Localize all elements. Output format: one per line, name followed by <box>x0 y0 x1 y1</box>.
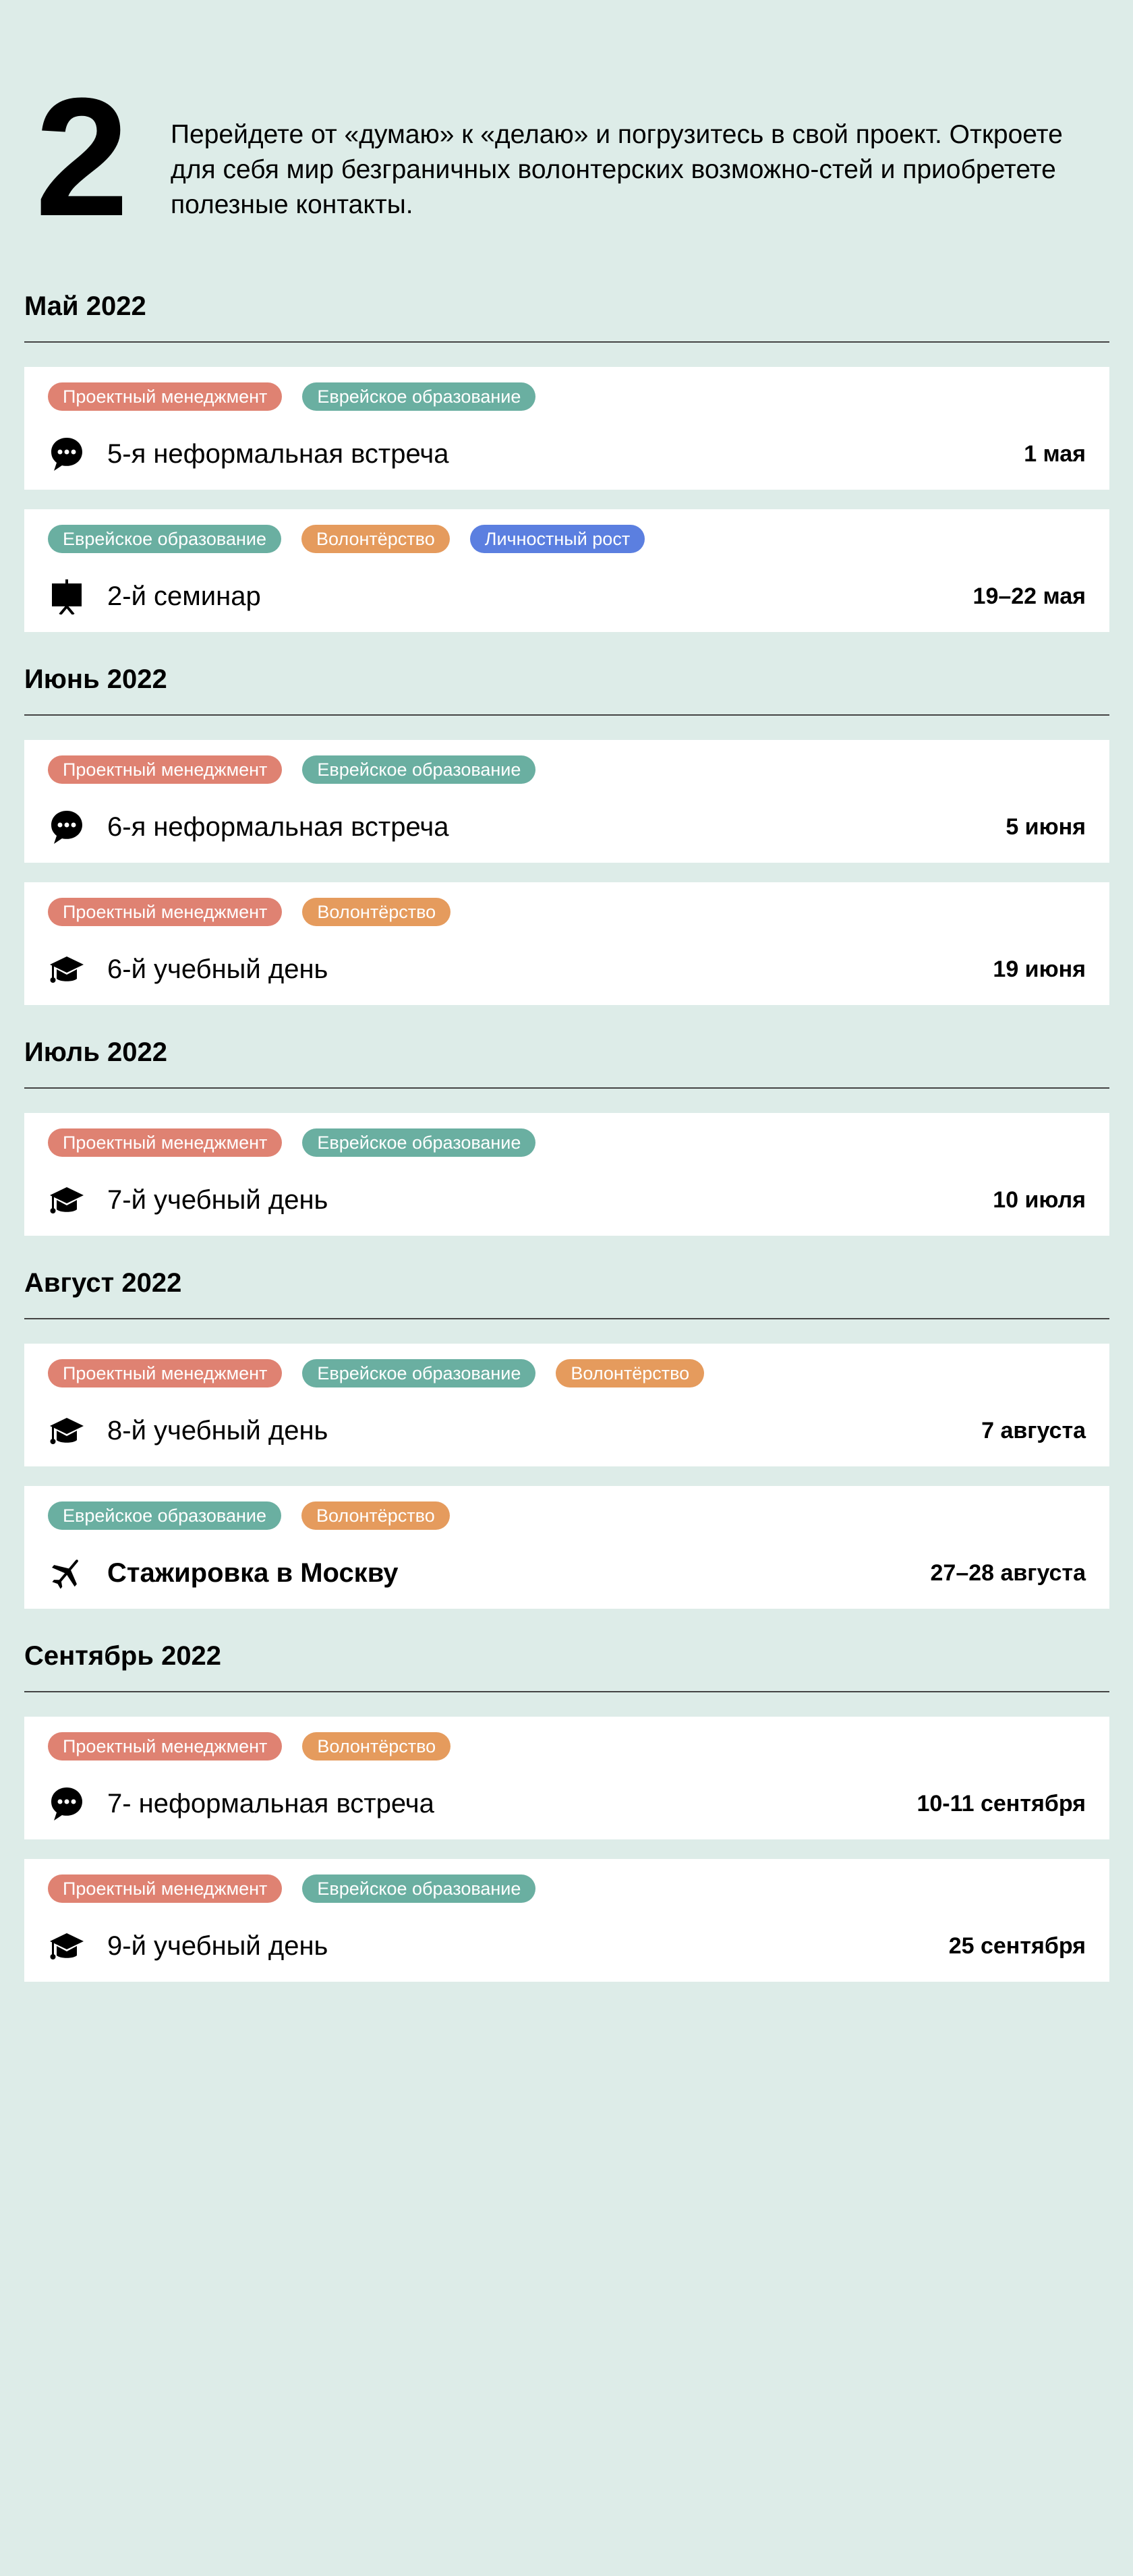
event-title: 8-й учебный день <box>107 1415 328 1446</box>
month-title: Июнь 2022 <box>24 663 1109 716</box>
event-title: 5-я неформальная встреча <box>107 438 449 469</box>
graduation-cap-icon <box>48 1181 86 1219</box>
tag-badge[interactable]: Проектный менеджмент <box>48 1359 283 1387</box>
event-date: 7 августа <box>981 1417 1086 1443</box>
tag-badge[interactable]: Волонтёрство <box>302 1732 451 1761</box>
event-list: Проектный менеджмент Еврейское образовани… <box>24 1344 1109 1609</box>
event-date: 5 июня <box>1006 813 1086 840</box>
month-section: Июль 2022 Проектный менеджмент Еврейское о… <box>24 1036 1109 1236</box>
event-tags: Проектный менеджмент Еврейское образовани… <box>48 1128 1086 1157</box>
event-card[interactable]: Проектный менеджмент Еврейское образовани… <box>24 1859 1109 1982</box>
event-row: 9-й учебный день 25 сентября <box>48 1926 1086 1966</box>
step-number: 2 <box>35 63 129 251</box>
tag-badge[interactable]: Еврейское образование <box>48 525 281 553</box>
event-title: 6-я неформальная встреча <box>107 811 449 842</box>
graduation-cap-icon <box>48 950 86 988</box>
event-row: Стажировка в Москву 27–28 августа <box>48 1553 1086 1593</box>
tag-badge[interactable]: Волонтёрство <box>301 525 450 553</box>
event-tags: Еврейское образование Волонтёрство Личност… <box>48 525 1086 553</box>
event-title: 6-й учебный день <box>107 954 328 984</box>
event-date: 10 июля <box>993 1186 1086 1213</box>
event-date: 1 мая <box>1024 440 1086 467</box>
event-date: 10-11 сентября <box>917 1790 1086 1816</box>
tag-badge[interactable]: Еврейское образование <box>302 1359 536 1387</box>
chat-bubble-icon <box>48 808 86 846</box>
tag-badge[interactable]: Еврейское образование <box>302 755 536 784</box>
event-card[interactable]: Проектный менеджмент Волонтёрство 6-й учеб… <box>24 882 1109 1005</box>
event-date: 19–22 мая <box>972 583 1086 609</box>
event-row: 2-й семинар 19–22 мая <box>48 576 1086 617</box>
event-card[interactable]: Еврейское образование Волонтёрство Личност… <box>24 509 1109 632</box>
event-title: 9-й учебный день <box>107 1930 328 1961</box>
month-title: Сентябрь 2022 <box>24 1640 1109 1692</box>
event-row: 8-й учебный день 7 августа <box>48 1410 1086 1451</box>
tag-badge[interactable]: Волонтёрство <box>301 1501 450 1530</box>
month-section: Сентябрь 2022 Проектный менеджмент Волонтё… <box>24 1640 1109 1982</box>
event-title: 7-й учебный день <box>107 1184 328 1215</box>
tag-badge[interactable]: Волонтёрство <box>302 898 451 926</box>
month-section: Май 2022 Проектный менеджмент Еврейское об… <box>24 290 1109 632</box>
tag-badge[interactable]: Проектный менеджмент <box>48 755 283 784</box>
month-title: Май 2022 <box>24 290 1109 343</box>
tag-badge[interactable]: Еврейское образование <box>302 382 536 411</box>
tag-badge[interactable]: Еврейское образование <box>48 1501 281 1530</box>
event-row: 7- неформальная встреча 10-11 сентября <box>48 1783 1086 1824</box>
event-card[interactable]: Проектный менеджмент Еврейское образовани… <box>24 1113 1109 1236</box>
event-card[interactable]: Проектный менеджмент Еврейское образовани… <box>24 367 1109 490</box>
event-list: Проектный менеджмент Еврейское образовани… <box>24 367 1109 632</box>
schedule: Май 2022 Проектный менеджмент Еврейское об… <box>0 290 1133 1982</box>
event-tags: Еврейское образование Волонтёрство <box>48 1501 1086 1530</box>
tag-badge[interactable]: Еврейское образование <box>302 1128 536 1157</box>
event-date: 19 июня <box>993 956 1086 982</box>
event-list: Проектный менеджмент Еврейское образовани… <box>24 1113 1109 1236</box>
tag-badge[interactable]: Проектный менеджмент <box>48 1732 283 1761</box>
tag-badge[interactable]: Проектный менеджмент <box>48 1128 283 1157</box>
tag-badge[interactable]: Проектный менеджмент <box>48 382 283 411</box>
chat-bubble-icon <box>48 435 86 473</box>
tag-badge[interactable]: Личностный рост <box>469 525 645 553</box>
event-tags: Проектный менеджмент Еврейское образовани… <box>48 1359 1086 1387</box>
tag-badge[interactable]: Волонтёрство <box>556 1359 705 1387</box>
airplane-icon <box>48 1554 86 1592</box>
event-title: Стажировка в Москву <box>107 1557 399 1588</box>
event-list: Проектный менеджмент Волонтёрство 7- нефор… <box>24 1717 1109 1982</box>
chat-bubble-icon <box>48 1785 86 1823</box>
event-card[interactable]: Проектный менеджмент Еврейское образовани… <box>24 1344 1109 1466</box>
event-title: 2-й семинар <box>107 581 261 611</box>
event-tags: Проектный менеджмент Еврейское образовани… <box>48 382 1086 411</box>
event-date: 25 сентября <box>948 1933 1086 1959</box>
tag-badge[interactable]: Проектный менеджмент <box>48 898 283 926</box>
event-card[interactable]: Проектный менеджмент Еврейское образовани… <box>24 740 1109 863</box>
event-tags: Проектный менеджмент Волонтёрство <box>48 898 1086 926</box>
month-section: Август 2022 Проектный менеджмент Еврейское… <box>24 1267 1109 1609</box>
event-card[interactable]: Еврейское образование Волонтёрство Стажиро… <box>24 1486 1109 1609</box>
event-tags: Проектный менеджмент Еврейское образовани… <box>48 755 1086 784</box>
event-tags: Проектный менеджмент Волонтёрство <box>48 1732 1086 1761</box>
month-title: Июль 2022 <box>24 1036 1109 1089</box>
event-title: 7- неформальная встреча <box>107 1788 434 1819</box>
graduation-cap-icon <box>48 1412 86 1450</box>
event-list: Проектный менеджмент Еврейское образовани… <box>24 740 1109 1005</box>
event-tags: Проектный менеджмент Еврейское образовани… <box>48 1874 1086 1903</box>
tag-badge[interactable]: Еврейское образование <box>302 1874 536 1903</box>
presentation-board-icon <box>48 577 86 615</box>
event-date: 27–28 августа <box>930 1559 1086 1586</box>
month-title: Август 2022 <box>24 1267 1109 1319</box>
event-card[interactable]: Проектный менеджмент Волонтёрство 7- нефор… <box>24 1717 1109 1839</box>
graduation-cap-icon <box>48 1927 86 1965</box>
event-row: 7-й учебный день 10 июля <box>48 1180 1086 1220</box>
month-section: Июнь 2022 Проектный менеджмент Еврейское о… <box>24 663 1109 1005</box>
intro: 2 Перейдете от «думаю» к «делаю» и погру… <box>0 0 1133 290</box>
tag-badge[interactable]: Проектный менеджмент <box>48 1874 283 1903</box>
event-row: 6-я неформальная встреча 5 июня <box>48 807 1086 847</box>
event-row: 5-я неформальная встреча 1 мая <box>48 434 1086 474</box>
intro-text: Перейдете от «думаю» к «делаю» и погрузи… <box>171 120 1063 219</box>
event-row: 6-й учебный день 19 июня <box>48 949 1086 990</box>
